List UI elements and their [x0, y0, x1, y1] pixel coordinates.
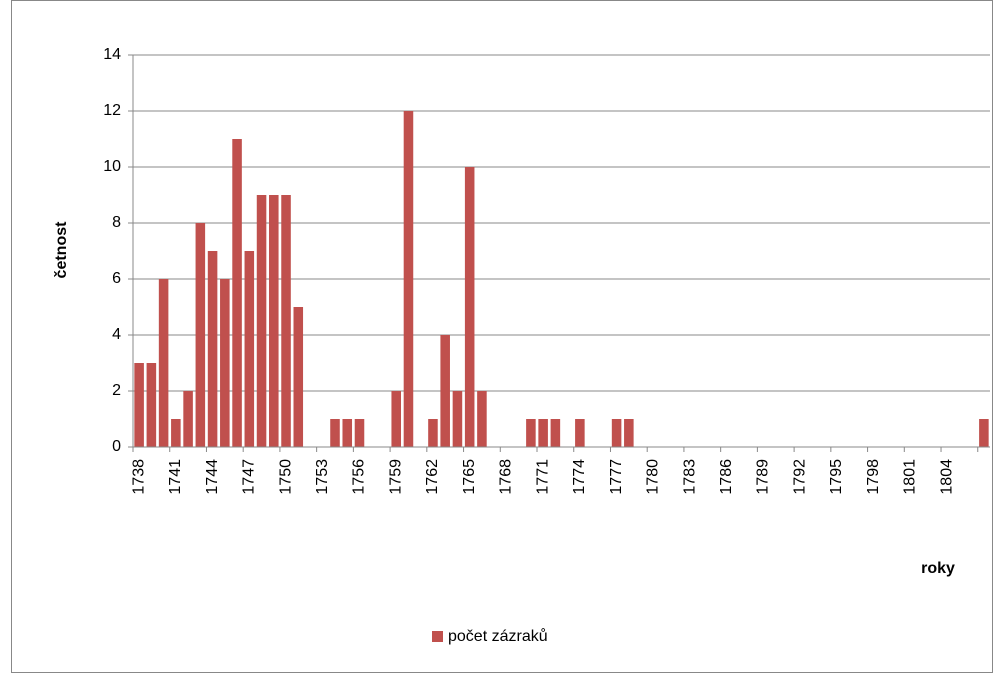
- bar: [134, 363, 144, 447]
- bar: [354, 419, 365, 447]
- bar: [281, 195, 291, 447]
- x-tick-label: 1771: [534, 459, 551, 495]
- bar: [207, 251, 218, 447]
- y-tick-label: 8: [112, 214, 121, 231]
- x-tick-label: 1777: [608, 459, 625, 495]
- bar: [146, 363, 157, 447]
- bar: [220, 279, 230, 447]
- x-tick-label: 1744: [204, 459, 221, 495]
- x-tick-label: 1741: [167, 459, 184, 495]
- bar: [477, 391, 487, 447]
- x-tick-label: 1759: [387, 459, 404, 495]
- x-tick-label: 1747: [241, 459, 258, 495]
- bar: [550, 419, 561, 447]
- y-tick-label: 14: [103, 46, 121, 63]
- bar: [538, 419, 548, 447]
- y-tick-label: 0: [112, 438, 121, 455]
- x-tick-label: 1792: [791, 459, 808, 495]
- x-tick-label: 1798: [865, 459, 882, 495]
- bar: [171, 419, 181, 447]
- bar: [195, 223, 206, 447]
- x-tick-label: 1783: [681, 459, 698, 495]
- x-tick-label: 1768: [498, 459, 515, 495]
- bar: [158, 279, 169, 447]
- y-tick-label: 4: [112, 326, 121, 343]
- x-tick-label: 1801: [902, 459, 919, 495]
- bar: [232, 139, 242, 447]
- bar: [464, 167, 475, 447]
- x-tick-label: 1765: [461, 459, 478, 495]
- bar: [526, 419, 536, 447]
- bar: [979, 419, 989, 447]
- x-tick-label: 1753: [314, 459, 331, 495]
- bar: [575, 419, 585, 447]
- x-tick-label: 1762: [424, 459, 441, 495]
- x-tick-label: 1780: [645, 459, 662, 495]
- y-tick-label: 2: [112, 382, 121, 399]
- y-tick-label: 12: [103, 102, 121, 119]
- x-tick-label: 1795: [828, 459, 845, 495]
- x-axis-label: roky: [921, 560, 955, 577]
- bar: [256, 195, 267, 447]
- y-axis-label: četnost: [53, 221, 70, 279]
- bar: [391, 391, 401, 447]
- x-tick-label: 1750: [277, 459, 294, 495]
- bar: [440, 335, 450, 447]
- bar: [244, 251, 255, 447]
- bar: [293, 307, 304, 447]
- bar: [183, 391, 193, 447]
- x-tick-label: 1804: [938, 459, 955, 495]
- bar: [330, 419, 340, 447]
- bar: [269, 195, 279, 447]
- bar: [452, 391, 463, 447]
- x-tick-label: 1786: [718, 459, 735, 495]
- chart-border: [11, 0, 993, 673]
- x-tick-label: 1774: [571, 459, 588, 495]
- legend-swatch: [432, 631, 443, 642]
- x-tick-label: 1738: [130, 459, 147, 495]
- bar: [428, 419, 438, 447]
- y-tick-label: 10: [103, 158, 121, 175]
- bar: [403, 111, 414, 447]
- x-tick-label: 1789: [755, 459, 772, 495]
- y-tick-label: 6: [112, 270, 121, 287]
- x-tick-label: 1756: [351, 459, 368, 495]
- bar: [624, 419, 634, 447]
- bar: [342, 419, 353, 447]
- legend-label: počet zázraků: [448, 627, 548, 645]
- bar: [611, 419, 622, 447]
